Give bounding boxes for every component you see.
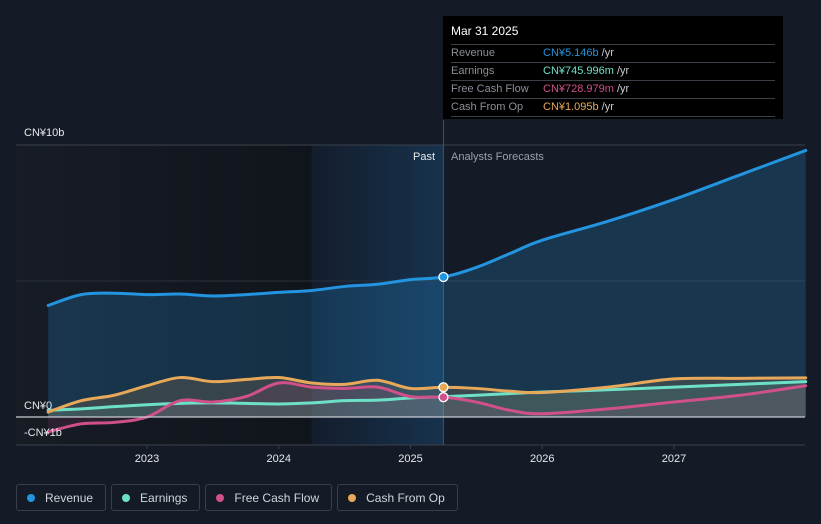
tooltip-label: Cash From Op — [451, 101, 524, 113]
tooltip-row-free-cash-flow: Free Cash Flow CN¥728.979m /yr — [451, 81, 775, 99]
tooltip-unit: /yr — [616, 83, 630, 95]
tooltip-row-revenue: Revenue CN¥5.146b /yr — [451, 45, 775, 63]
legend-label: Cash From Op — [366, 490, 445, 505]
x-tick-label: 2024 — [267, 453, 291, 465]
x-tick-label: 2026 — [530, 453, 554, 465]
tooltip-row-earnings: Earnings CN¥745.996m /yr — [451, 63, 775, 81]
legend: Revenue Earnings Free Cash Flow Cash Fro… — [16, 484, 458, 511]
legend-item-cash-from-op[interactable]: Cash From Op — [337, 484, 458, 511]
tooltip-label: Free Cash Flow — [451, 83, 529, 95]
tooltip-value: CN¥728.979m — [543, 83, 614, 95]
tooltip-date: Mar 31 2025 — [451, 24, 775, 45]
past-label: Past — [413, 151, 435, 163]
x-tick-label: 2027 — [662, 453, 686, 465]
legend-label: Free Cash Flow — [234, 490, 320, 505]
x-tick-label: 2023 — [135, 453, 159, 465]
tooltip-unit: /yr — [601, 47, 614, 59]
tooltip-label: Revenue — [451, 47, 496, 59]
tooltip: Mar 31 2025 Revenue CN¥5.146b /yr Earnin… — [443, 16, 783, 119]
x-tick-label: 2025 — [398, 453, 422, 465]
forecast-label: Analysts Forecasts — [451, 151, 544, 163]
earnings-dot-icon — [122, 493, 131, 502]
legend-item-earnings[interactable]: Earnings — [111, 484, 201, 511]
free-cash-flow-dot-icon — [216, 493, 225, 502]
revenue-area — [48, 150, 806, 417]
cash-from-op-line — [46, 375, 808, 414]
legend-label: Revenue — [45, 490, 94, 505]
tooltip-value: CN¥5.146b — [543, 47, 599, 59]
cash-from-op-dot-icon — [348, 493, 357, 502]
tooltip-row-cash-from-op: Cash From Op CN¥1.095b /yr — [451, 99, 775, 117]
tooltip-label: Earnings — [451, 65, 495, 77]
tooltip-value: CN¥745.996m — [543, 65, 614, 77]
y-tick-label-zero: CN¥0 — [24, 400, 52, 412]
free-cash-flow-point — [438, 392, 449, 403]
revenue-dot-icon — [27, 493, 35, 502]
tooltip-unit: /yr — [616, 65, 630, 77]
earnings-line — [46, 380, 808, 412]
revenue-line — [46, 148, 808, 307]
free-cash-flow-line — [46, 381, 808, 434]
y-tick-label-top: CN¥10b — [24, 127, 64, 139]
tooltip-unit: /yr — [601, 101, 614, 113]
free-cash-flow-area — [48, 382, 806, 432]
revenue-point — [438, 271, 449, 283]
legend-item-revenue[interactable]: Revenue — [16, 484, 107, 511]
cash-from-op-point — [438, 382, 449, 393]
legend-label: Earnings — [140, 490, 188, 505]
y-tick-label-neg: -CN¥1b — [24, 427, 62, 439]
tooltip-value: CN¥1.095b — [543, 101, 599, 113]
past-highlight-region — [311, 145, 444, 445]
legend-item-free-cash-flow[interactable]: Free Cash Flow — [205, 484, 333, 511]
